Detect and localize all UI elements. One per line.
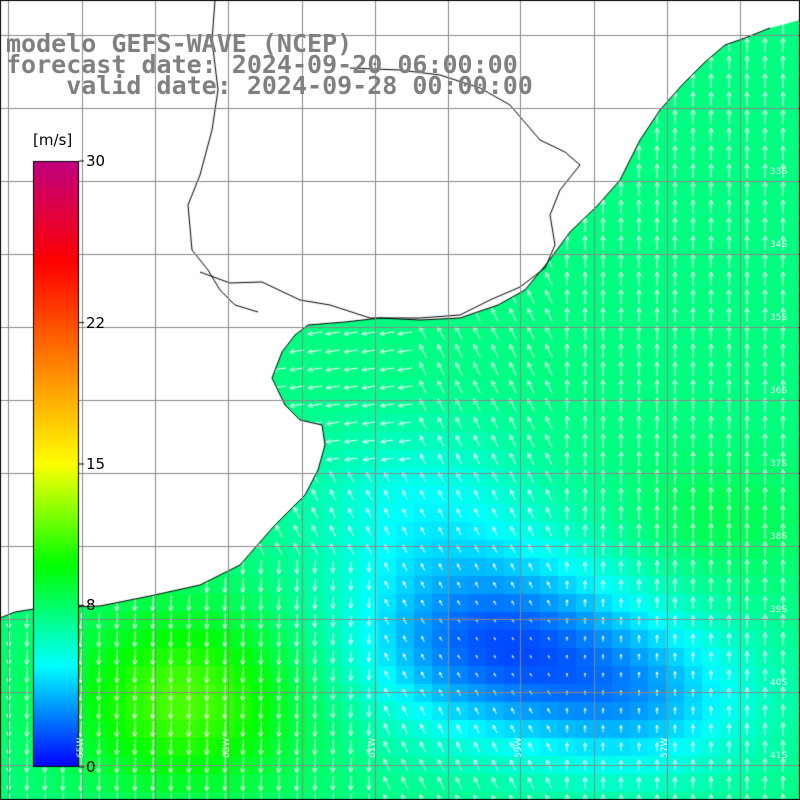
wind-field-map xyxy=(0,0,800,800)
